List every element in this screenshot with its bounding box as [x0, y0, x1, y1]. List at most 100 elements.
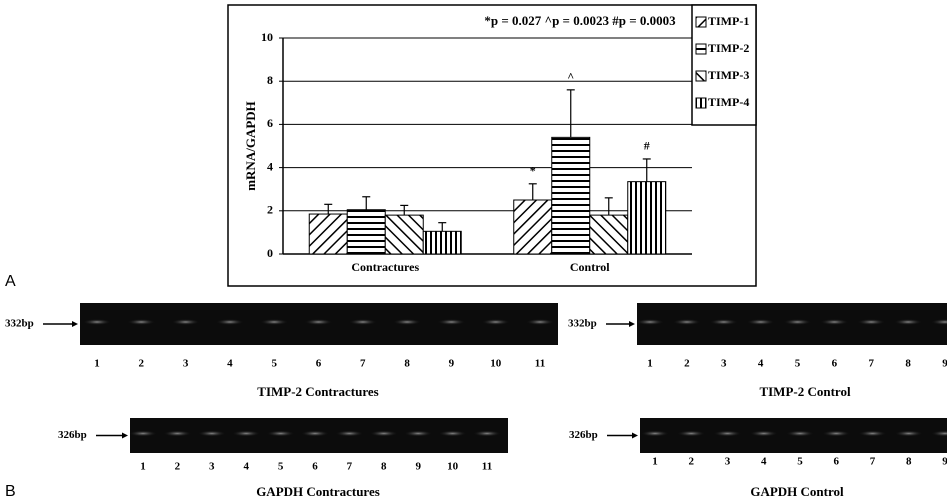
lane-number: 1 [94, 358, 100, 370]
gel-band [370, 431, 398, 437]
gel-band [820, 319, 848, 325]
legend-label: TIMP-4 [708, 95, 749, 109]
lane-number: 1 [647, 358, 653, 370]
gel-band [784, 319, 812, 325]
legend-swatch [696, 17, 706, 27]
gel-band [677, 431, 705, 437]
legend-label: TIMP-3 [708, 68, 749, 82]
y-tick-label: 4 [267, 159, 273, 173]
gel-band [526, 319, 554, 325]
gel-caption: GAPDH Contractures [256, 484, 380, 499]
panel-label: A [5, 273, 16, 290]
bar [552, 137, 590, 254]
y-tick-label: 8 [267, 73, 273, 87]
lane-number: 9 [942, 358, 947, 370]
gel-band [437, 319, 465, 325]
lane-number: 6 [834, 456, 840, 468]
y-tick-label: 10 [261, 30, 273, 44]
arrow-head [122, 433, 128, 439]
lane-number: 4 [243, 461, 249, 473]
bar [309, 214, 347, 254]
lane-number: 4 [761, 456, 767, 468]
gel-band [714, 431, 742, 437]
lane-number: 2 [175, 461, 181, 473]
lane-number: 1 [652, 456, 658, 468]
lane-number: 5 [797, 456, 803, 468]
y-tick-label: 6 [267, 116, 273, 130]
lane-number: 4 [227, 358, 233, 370]
bar [514, 200, 552, 254]
gel-band [393, 319, 421, 325]
figure: A B *p = 0.027 ^p = 0.0023 #p = 0.0003 m… [0, 0, 947, 504]
lane-number: 9 [415, 461, 421, 473]
gel-caption: GAPDH Control [750, 484, 844, 499]
significance-mark: # [644, 139, 650, 153]
lane-number: 3 [183, 358, 189, 370]
gel-band [857, 319, 885, 325]
lane-number: 8 [905, 358, 911, 370]
lane-number: 7 [869, 358, 875, 370]
lane-number: 7 [870, 456, 876, 468]
y-tick-label: 0 [267, 246, 273, 260]
gel-band [129, 431, 157, 437]
gel-caption: TIMP-2 Contractures [257, 384, 378, 399]
gel-band [636, 319, 664, 325]
annotation: *p = 0.027 ^p = 0.0023 #p = 0.0003 [484, 13, 676, 28]
lane-number: 11 [482, 461, 492, 473]
lane-number: 10 [490, 358, 502, 370]
gel-band [163, 431, 191, 437]
lane-number: 3 [209, 461, 215, 473]
lane-number: 7 [360, 358, 366, 370]
legend-swatch [696, 44, 706, 54]
x-tick-label: Control [570, 260, 610, 274]
gel-band [232, 431, 260, 437]
lane-number: 4 [758, 358, 764, 370]
gel-band [822, 431, 850, 437]
bar [423, 231, 461, 254]
gel-band [83, 319, 111, 325]
arrow-head [72, 321, 78, 327]
lane-number: 8 [381, 461, 387, 473]
lane-number: 6 [312, 461, 318, 473]
lane-number: 10 [447, 461, 459, 473]
significance-mark: ^ [567, 70, 574, 84]
gel-band [349, 319, 377, 325]
legend-label: TIMP-2 [708, 41, 749, 55]
gel-band [641, 431, 669, 437]
lane-number: 1 [140, 461, 146, 473]
y-axis-label: mRNA/GAPDH [243, 101, 258, 191]
lane-number: 8 [906, 456, 912, 468]
gel-band [404, 431, 432, 437]
arrow-head [632, 433, 638, 439]
gel-band [439, 431, 467, 437]
gel-band [894, 319, 922, 325]
lane-number: 2 [689, 456, 695, 468]
size-label: 332bp [568, 318, 597, 330]
lane-number: 5 [795, 358, 801, 370]
bar [347, 210, 385, 254]
lane-number: 11 [535, 358, 545, 370]
significance-mark: * [530, 164, 536, 178]
bar [590, 215, 628, 254]
gel-band [859, 431, 887, 437]
lane-number: 5 [271, 358, 277, 370]
lane-number: 2 [684, 358, 690, 370]
gel-band [127, 319, 155, 325]
gel-band [750, 431, 778, 437]
gel-band [673, 319, 701, 325]
panel-label: B [5, 483, 16, 500]
gel-band [473, 431, 501, 437]
lane-number: 6 [832, 358, 838, 370]
bar [628, 182, 666, 254]
gel-band [216, 319, 244, 325]
gel-band [260, 319, 288, 325]
lane-number: 7 [347, 461, 353, 473]
gel-band [335, 431, 363, 437]
gel-caption: TIMP-2 Control [759, 384, 851, 399]
y-tick-label: 2 [267, 203, 273, 217]
gel-band [301, 431, 329, 437]
gel-band [747, 319, 775, 325]
lane-number: 9 [942, 456, 947, 468]
gel-band [786, 431, 814, 437]
lane-number: 9 [449, 358, 455, 370]
